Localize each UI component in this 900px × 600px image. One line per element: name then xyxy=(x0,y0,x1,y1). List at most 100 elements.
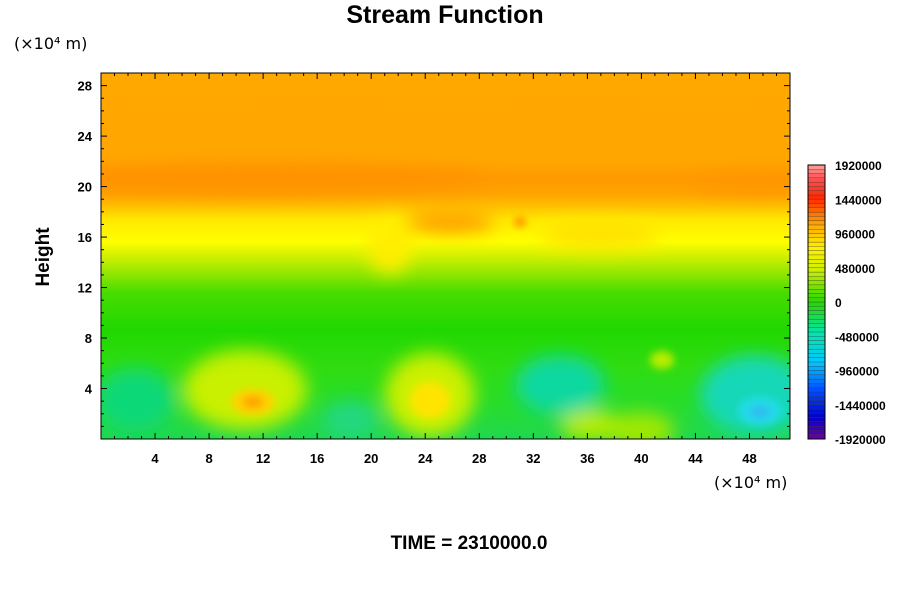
colorbar-band xyxy=(807,284,826,290)
colorbar-band xyxy=(807,233,826,238)
colorbar-frame xyxy=(807,164,826,440)
colorbar-band xyxy=(807,211,826,217)
x-tick-label: 44 xyxy=(688,451,703,466)
y-tick-label: 8 xyxy=(85,331,92,346)
colorbar-tick-label: -1920000 xyxy=(835,433,886,447)
colorbar-band xyxy=(807,434,826,440)
colorbar-band xyxy=(807,237,826,243)
colorbar-band xyxy=(807,301,826,307)
x-tick-label: 16 xyxy=(310,451,324,466)
colorbar-band xyxy=(807,404,826,410)
colorbar-band xyxy=(807,327,826,333)
time-label: TIME = 2310000.0 xyxy=(391,533,548,554)
colorbar-band xyxy=(807,194,826,200)
y-unit-label: (×10⁴ m) xyxy=(14,34,87,53)
colorbar-band xyxy=(807,421,826,427)
colorbar-band xyxy=(807,361,826,367)
colorbar-band xyxy=(807,224,826,230)
colorbar-band xyxy=(807,387,826,393)
colorbar-band xyxy=(807,314,826,320)
chart-title: Stream Function xyxy=(346,1,543,29)
colorbar-tick-label: -480000 xyxy=(835,330,879,344)
colorbar-tick-label: 0 xyxy=(835,296,842,310)
x-tick-label: 28 xyxy=(472,451,486,466)
colorbar-band xyxy=(807,331,826,337)
x-tick-label: 4 xyxy=(151,451,159,466)
colorbar-band xyxy=(807,173,826,178)
y-tick-label: 24 xyxy=(78,129,93,144)
colorbar-band xyxy=(807,229,826,234)
colorbar-band xyxy=(807,280,826,286)
x-tick-label: 8 xyxy=(205,451,212,466)
colorbar-tick-label: 1440000 xyxy=(835,193,882,207)
y-tick-label: 28 xyxy=(78,79,92,94)
colorbar-tick-label: 960000 xyxy=(835,228,875,242)
colorbar-band xyxy=(807,348,826,354)
colorbar-band xyxy=(807,246,826,251)
colorbar-band xyxy=(807,408,826,414)
colorbar-band xyxy=(807,289,826,294)
colorbar-band xyxy=(807,220,826,226)
x-tick-label: 24 xyxy=(418,451,433,466)
plot-frame xyxy=(100,72,791,440)
colorbar-band xyxy=(807,259,826,264)
colorbar-band xyxy=(807,430,826,435)
colorbar-band xyxy=(807,177,826,183)
colorbar-tick-label: 1920000 xyxy=(835,159,882,173)
x-unit-label: (×10⁴ m) xyxy=(714,473,787,492)
colorbar-band xyxy=(807,353,826,358)
x-tick-label: 48 xyxy=(742,451,756,466)
colorbar-band xyxy=(807,181,826,187)
colorbar-band xyxy=(807,164,826,170)
y-tick-label: 4 xyxy=(85,382,93,397)
colorbar-band xyxy=(807,216,826,221)
colorbar-tick-label: -1440000 xyxy=(835,399,886,413)
colorbar-band xyxy=(807,400,826,405)
colorbar-band xyxy=(807,336,826,341)
colorbar-band xyxy=(807,190,826,196)
x-tick-label: 32 xyxy=(526,451,540,466)
colorbar-band xyxy=(807,366,826,371)
y-tick-label: 16 xyxy=(78,230,92,245)
colorbar-band xyxy=(807,207,826,213)
colorbar-labels: 1920000 1440000 960000 480000 0 -480000 -96000… xyxy=(835,159,886,447)
x-tick-label: 20 xyxy=(364,451,378,466)
colorbar-band xyxy=(807,306,826,311)
colorbar-band xyxy=(807,383,826,388)
colorbar-band xyxy=(807,318,826,324)
colorbar-band xyxy=(807,250,826,256)
colorbar-band xyxy=(807,323,826,328)
colorbar-band xyxy=(807,169,826,174)
colorbar-band xyxy=(807,271,826,277)
y-tick-label: 12 xyxy=(78,281,92,296)
colorbar-tick-label: -960000 xyxy=(835,365,879,379)
colorbar-band xyxy=(807,344,826,350)
colorbar-band xyxy=(807,413,826,418)
y-tick-label: 20 xyxy=(78,180,92,195)
colorbar-band xyxy=(807,241,826,247)
colorbar-band xyxy=(807,267,826,273)
y-axis-ticks: 4 8 12 16 20 24 28 xyxy=(78,79,790,427)
colorbar-band xyxy=(807,276,826,281)
x-tick-label: 36 xyxy=(580,451,594,466)
colorbar-band xyxy=(807,426,826,431)
colorbar-band xyxy=(807,186,826,191)
colorbar-band xyxy=(807,357,826,363)
colorbar-band xyxy=(807,391,826,397)
colorbar-band xyxy=(807,263,826,268)
colorbar-band xyxy=(807,203,826,208)
colorbar-band xyxy=(807,199,826,204)
x-tick-label: 12 xyxy=(256,451,270,466)
colorbar-band xyxy=(807,293,826,298)
colorbar xyxy=(807,164,826,440)
colorbar-tick-label: 480000 xyxy=(835,262,875,276)
colorbar-band xyxy=(807,396,826,401)
colorbar-band xyxy=(807,378,826,384)
x-tick-label: 40 xyxy=(634,451,648,466)
colorbar-band xyxy=(807,254,826,260)
colorbar-band xyxy=(807,370,826,375)
colorbar-band xyxy=(807,340,826,345)
colorbar-band xyxy=(807,297,826,303)
colorbar-band xyxy=(807,310,826,315)
